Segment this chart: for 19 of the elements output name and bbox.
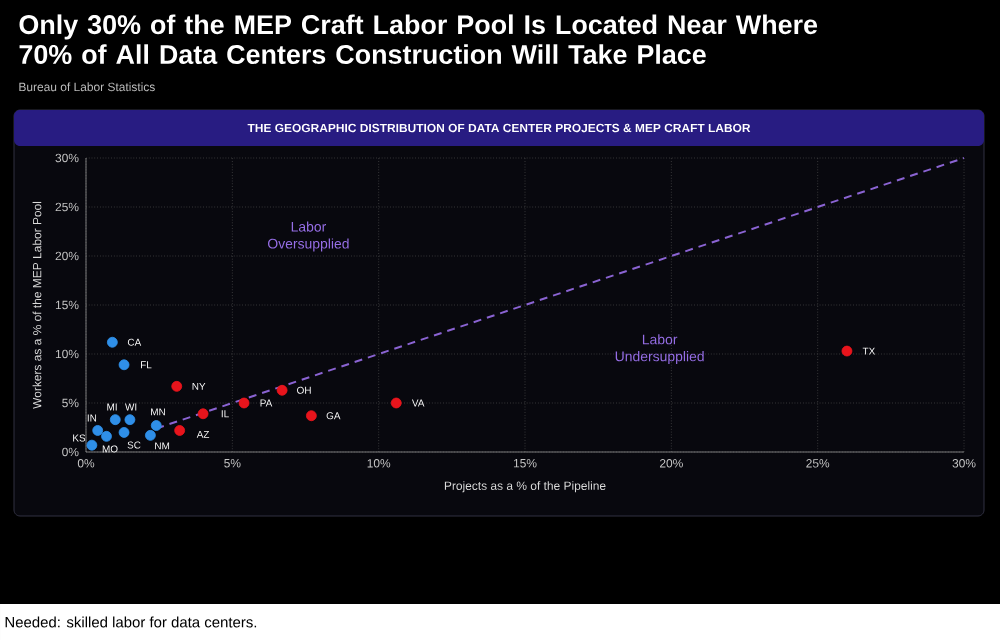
point [86, 439, 98, 451]
point [174, 425, 186, 436]
point [118, 427, 130, 438]
point [150, 420, 162, 431]
point [145, 429, 156, 441]
point [841, 345, 853, 357]
point [390, 397, 402, 409]
point [101, 430, 112, 442]
point [197, 408, 209, 420]
chart-title: Only 30% of the MEP Craft Labor Pool Is Located Near Where 70% of All Data Centers Construction Will Take Place [19, 14, 818, 65]
point [305, 410, 317, 422]
point [92, 425, 104, 436]
point [238, 397, 250, 409]
point [118, 359, 130, 371]
point [109, 414, 121, 426]
point [106, 336, 118, 348]
point [171, 380, 183, 392]
point [276, 384, 288, 396]
point [124, 414, 136, 426]
